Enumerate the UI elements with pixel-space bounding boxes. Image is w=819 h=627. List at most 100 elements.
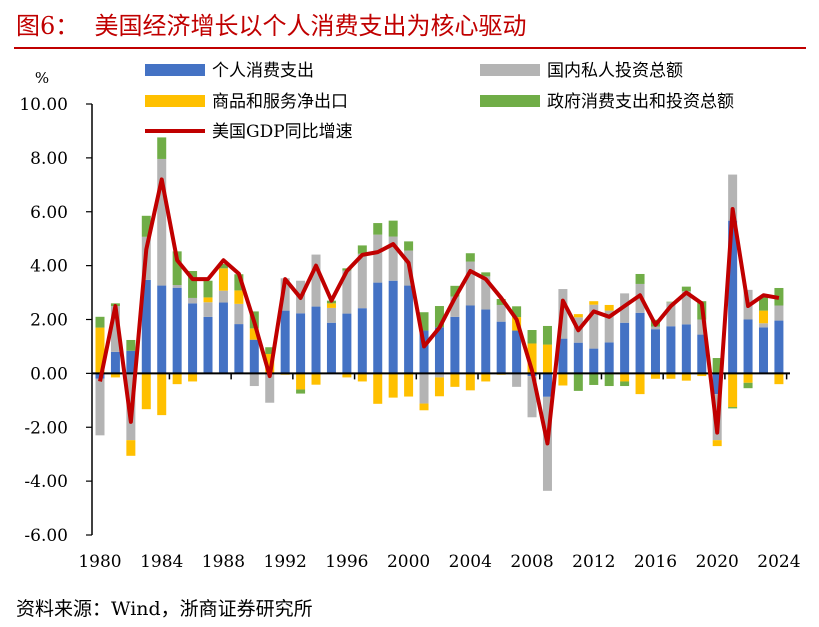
bar-segment <box>681 373 691 381</box>
bar-segment <box>249 339 259 374</box>
x-tick-label: 2008 <box>510 552 553 572</box>
bar-segment <box>404 373 414 397</box>
bar-segment <box>95 316 105 328</box>
bar-segment <box>373 223 383 235</box>
legend-swatch <box>145 64 205 76</box>
bar-segment <box>434 306 444 328</box>
bar-segment <box>95 327 105 374</box>
bar-segment <box>357 373 367 382</box>
bar-segment <box>157 285 167 374</box>
bar-segment <box>496 304 506 322</box>
bar-segment <box>481 276 491 310</box>
bar-segment <box>141 373 151 410</box>
bar-segment <box>635 273 645 284</box>
bar-segment <box>234 274 244 291</box>
bar-segment <box>419 373 429 404</box>
bar-segment <box>203 302 213 317</box>
bar-segment <box>527 376 537 418</box>
bar-segment <box>388 373 398 398</box>
bar-segment <box>404 285 414 374</box>
legend-swatch <box>480 64 540 76</box>
bar-segment <box>465 373 475 391</box>
x-tick-label: 1996 <box>325 552 368 572</box>
bar-segment <box>573 342 583 374</box>
bar-segment <box>342 313 352 374</box>
bar-segment <box>743 319 753 374</box>
bar-segment <box>141 215 151 237</box>
bar-segment <box>589 304 599 349</box>
bar-segment <box>110 306 120 352</box>
bar-segment <box>157 137 167 159</box>
bar-segment <box>110 351 120 374</box>
bar-segment <box>280 310 290 374</box>
bar-segment <box>342 373 352 378</box>
figure-title: 图6： 美国经济增长以个人消费支出为核心驱动 <box>16 12 527 40</box>
bar-segment <box>465 261 475 306</box>
bar-segment <box>249 328 259 340</box>
bar-segment <box>635 373 645 395</box>
bar-segment <box>265 373 275 403</box>
bar-segment <box>589 348 599 374</box>
bar-segment <box>604 373 614 387</box>
bar-segment <box>743 373 753 383</box>
y-tick-label: 0.00 <box>30 364 68 384</box>
y-unit-label: % <box>35 69 49 87</box>
legend-label: 国内私人投资总额 <box>547 61 683 81</box>
bar-segment <box>758 327 768 374</box>
bar-segment <box>728 174 738 221</box>
bar-segment <box>450 316 460 374</box>
bar-segment <box>218 290 228 303</box>
legend-swatch <box>145 95 205 107</box>
bar-segment <box>172 373 182 385</box>
bar-segment <box>512 306 522 318</box>
bar-segment <box>589 373 599 385</box>
bar-segment <box>234 303 244 325</box>
bar-segment <box>218 302 228 374</box>
bar-segment <box>388 280 398 374</box>
bar-segment <box>728 373 738 408</box>
bar-segment <box>758 323 768 328</box>
bar-segment <box>728 407 738 409</box>
bar-segment <box>141 279 151 374</box>
bar-segment <box>573 373 583 391</box>
bar-segment <box>496 321 506 374</box>
bar-segment <box>373 234 383 283</box>
bar-segment <box>311 254 321 307</box>
bar-segment <box>697 319 707 335</box>
bar-segment <box>450 296 460 317</box>
bar-segment <box>774 373 784 385</box>
y-tick-label: 2.00 <box>30 311 68 331</box>
bar-segment <box>419 403 429 411</box>
bar-segment <box>650 326 660 330</box>
bar-segment <box>357 253 367 309</box>
bar-segment <box>681 324 691 374</box>
bar-segment <box>172 287 182 374</box>
bar-segment <box>296 313 306 374</box>
bar-segment <box>481 272 491 277</box>
bar-segment <box>542 344 552 374</box>
bar-segment <box>296 389 306 394</box>
bar-segment <box>234 290 244 304</box>
y-tick-label: 8.00 <box>30 149 68 169</box>
bar-segment <box>527 343 537 374</box>
bar-segment <box>357 245 367 254</box>
bar-segment <box>481 309 491 374</box>
bar-segment <box>373 373 383 404</box>
x-tick-label: 1980 <box>78 552 121 572</box>
bar-segment <box>666 301 676 303</box>
bar-segment <box>203 316 213 374</box>
y-tick-label: 6.00 <box>30 203 68 223</box>
bar-segment <box>558 338 568 374</box>
bar-segment <box>404 241 414 251</box>
x-tick-label: 2016 <box>634 552 677 572</box>
bar-segment <box>589 301 599 305</box>
bar-segment <box>712 358 722 374</box>
bar-segment <box>728 220 738 374</box>
bar-segment <box>758 297 768 311</box>
source-note: 资料来源：Wind，浙商证券研究所 <box>16 598 313 620</box>
bar-segment <box>110 373 120 378</box>
bar-segment <box>527 330 537 344</box>
bar-segment <box>373 282 383 374</box>
bar-segment <box>203 297 213 303</box>
